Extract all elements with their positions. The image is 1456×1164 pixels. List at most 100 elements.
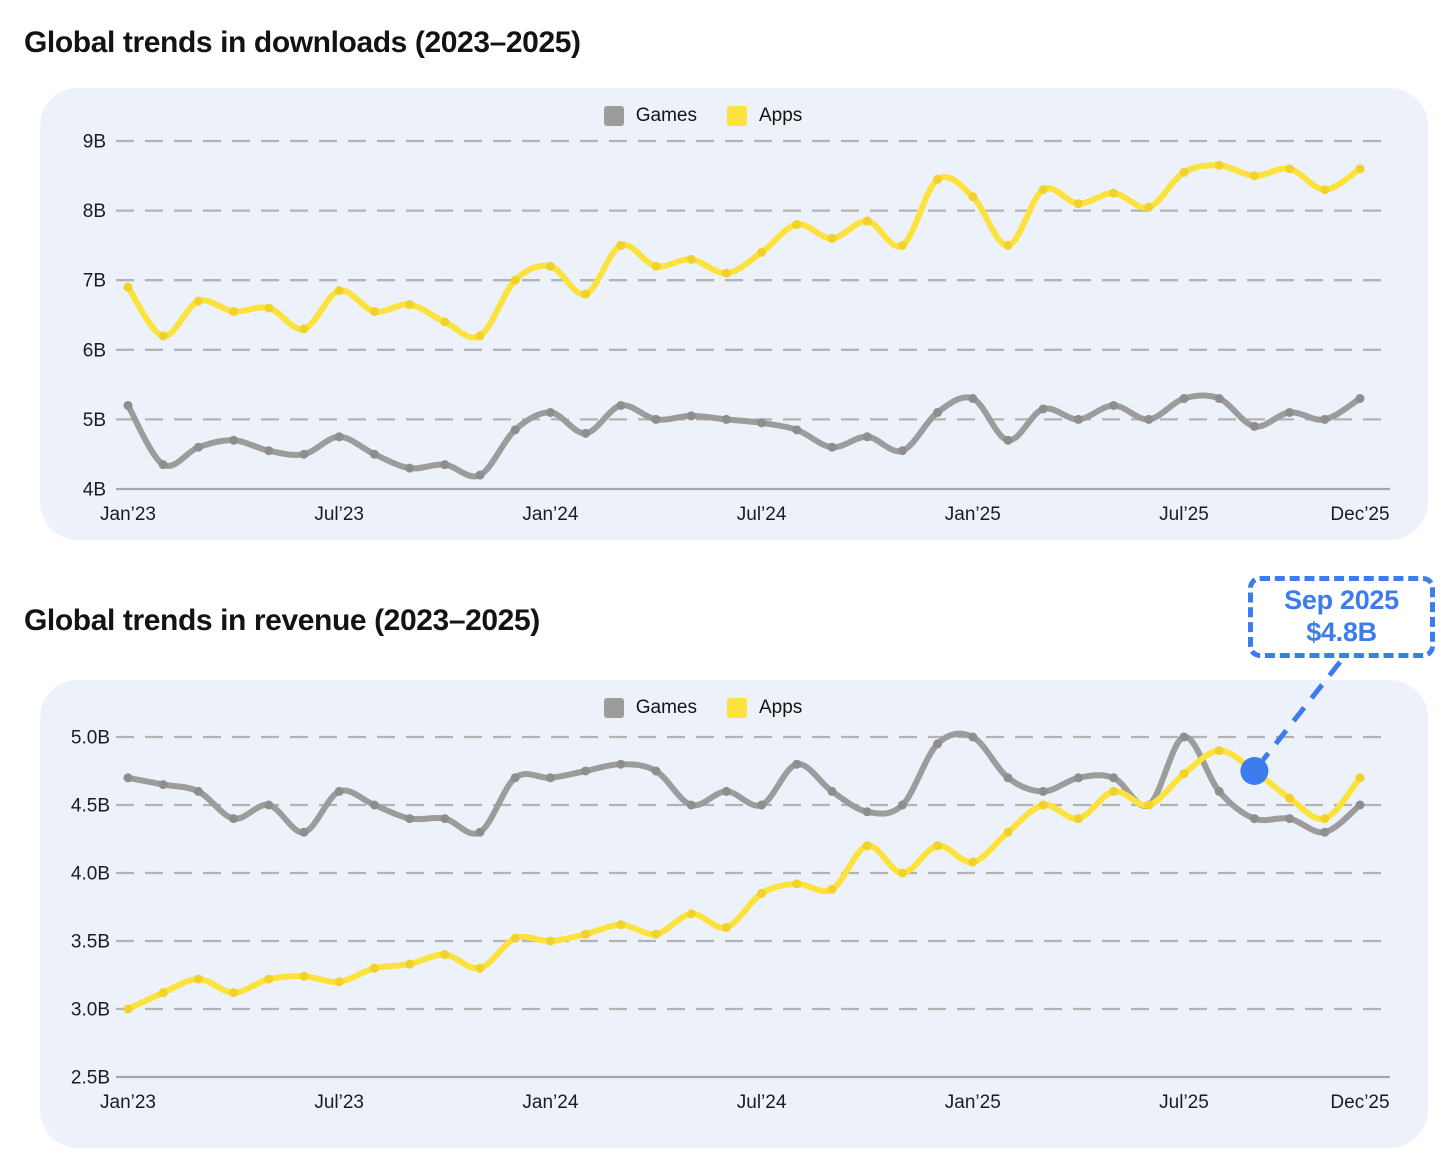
apps-legend-swatch [726, 106, 747, 126]
games-data-marker [1285, 814, 1295, 824]
games-data-marker [862, 807, 872, 817]
games-legend-label: Games [635, 697, 697, 718]
apps-data-marker [193, 974, 203, 984]
apps-series-line [125, 162, 1363, 341]
apps-data-marker [334, 977, 344, 987]
games-data-marker [475, 827, 485, 837]
x-tick-label: Jan’25 [945, 1092, 1001, 1113]
games-data-marker [1073, 414, 1083, 424]
apps-series-line [125, 747, 1363, 1012]
games-data-marker [334, 786, 344, 796]
apps-data-marker [581, 929, 591, 939]
apps-data-marker [193, 296, 203, 306]
apps-data-marker [369, 307, 379, 317]
apps-data-marker [334, 286, 344, 296]
games-legend-swatch [603, 698, 624, 718]
y-tick-label: 6B [83, 340, 106, 361]
apps-data-marker [1249, 171, 1259, 181]
games-data-marker [369, 800, 379, 810]
games-data-marker [299, 827, 309, 837]
games-data-marker [1038, 786, 1048, 796]
games-data-marker [440, 814, 450, 824]
apps-data-marker [651, 261, 661, 271]
revenue-line-chart: 5.0B 4.5B 4.0B 3.5B 3.0B 2.5B Jan’23 Jul’23 Jan’… [71, 728, 1390, 1113]
apps-data-marker [616, 920, 626, 930]
x-tick-label: Jan’23 [100, 1092, 156, 1113]
games-data-marker [651, 414, 661, 424]
apps-data-marker [792, 220, 802, 230]
y-tick-label: 8B [83, 201, 106, 222]
apps-data-marker [264, 974, 274, 984]
games-data-marker [757, 800, 767, 810]
games-data-marker [1214, 394, 1224, 404]
downloads-legend: Games Apps [40, 104, 1428, 128]
x-tick-label: Jul’25 [1159, 504, 1209, 525]
games-data-marker [933, 739, 943, 749]
games-data-marker [1109, 400, 1119, 410]
games-data-marker [1179, 394, 1189, 404]
games-data-marker [1249, 421, 1259, 431]
games-data-marker [405, 463, 415, 473]
y-tick-label: 4.0B [71, 864, 110, 885]
games-data-marker [123, 773, 133, 783]
apps-data-marker [721, 922, 731, 932]
games-data-marker [1109, 773, 1119, 783]
games-data-marker [475, 470, 485, 480]
apps-legend-label: Apps [758, 697, 803, 718]
apps-data-marker [792, 879, 802, 889]
games-data-marker [158, 780, 168, 790]
apps-data-marker [1355, 164, 1365, 174]
apps-data-marker [686, 254, 696, 264]
apps-data-marker [405, 959, 415, 969]
games-data-marker [968, 732, 978, 742]
games-data-marker [686, 411, 696, 421]
x-tick-label: Jul’24 [737, 1092, 787, 1113]
games-data-marker [862, 432, 872, 442]
downloads-chart-panel: Games Apps 9B 8B 7B 6B 5B 4B Jan’23 Jul’23 Jan’2… [40, 88, 1428, 540]
apps-data-marker [1285, 164, 1295, 174]
apps-data-marker [862, 216, 872, 226]
downloads-line-chart: 9B 8B 7B 6B 5B 4B Jan’23 Jul’23 Jan’24 Jul’24 Jan’… [83, 132, 1390, 525]
games-data-marker [651, 766, 661, 776]
games-data-marker [897, 446, 907, 456]
games-data-marker [581, 428, 591, 438]
games-data-marker [158, 460, 168, 470]
legend-item-games: Games [603, 105, 697, 127]
games-data-marker [1355, 800, 1365, 810]
apps-data-marker [933, 174, 943, 184]
apps-data-marker [475, 331, 485, 341]
games-data-marker [1003, 435, 1013, 445]
games-series-line [125, 392, 1363, 480]
x-tick-label: Jul’25 [1159, 1092, 1209, 1113]
games-data-marker [1214, 786, 1224, 796]
revenue-chart-title: Global trends in revenue (2023–2025) [24, 604, 540, 637]
apps-legend-label: Apps [758, 105, 803, 126]
apps-data-marker [897, 240, 907, 250]
revenue-legend: Games Apps [40, 696, 1428, 720]
games-data-marker [510, 425, 520, 435]
y-tick-label: 4B [83, 480, 106, 501]
games-data-marker [1249, 814, 1259, 824]
games-data-marker [405, 814, 415, 824]
apps-data-marker [264, 303, 274, 313]
apps-data-marker [545, 261, 555, 271]
apps-data-marker [510, 933, 520, 943]
apps-data-marker [897, 868, 907, 878]
x-tick-label: Dec’25 [1330, 1092, 1389, 1113]
apps-data-marker [1003, 827, 1013, 837]
downloads-chart-title: Global trends in downloads (2023–2025) [24, 26, 581, 59]
x-tick-label: Jan’24 [522, 504, 578, 525]
apps-data-marker [545, 936, 555, 946]
apps-data-marker [1214, 746, 1224, 756]
games-data-marker [581, 766, 591, 776]
games-data-marker [721, 786, 731, 796]
x-tick-label: Jan’24 [522, 1092, 578, 1113]
apps-data-marker [1355, 773, 1365, 783]
y-tick-label: 7B [83, 271, 106, 292]
apps-data-marker [1179, 167, 1189, 177]
games-legend-swatch [603, 106, 624, 126]
x-tick-label: Jul’23 [314, 504, 364, 525]
games-data-marker [616, 759, 626, 769]
games-data-marker [1038, 404, 1048, 414]
